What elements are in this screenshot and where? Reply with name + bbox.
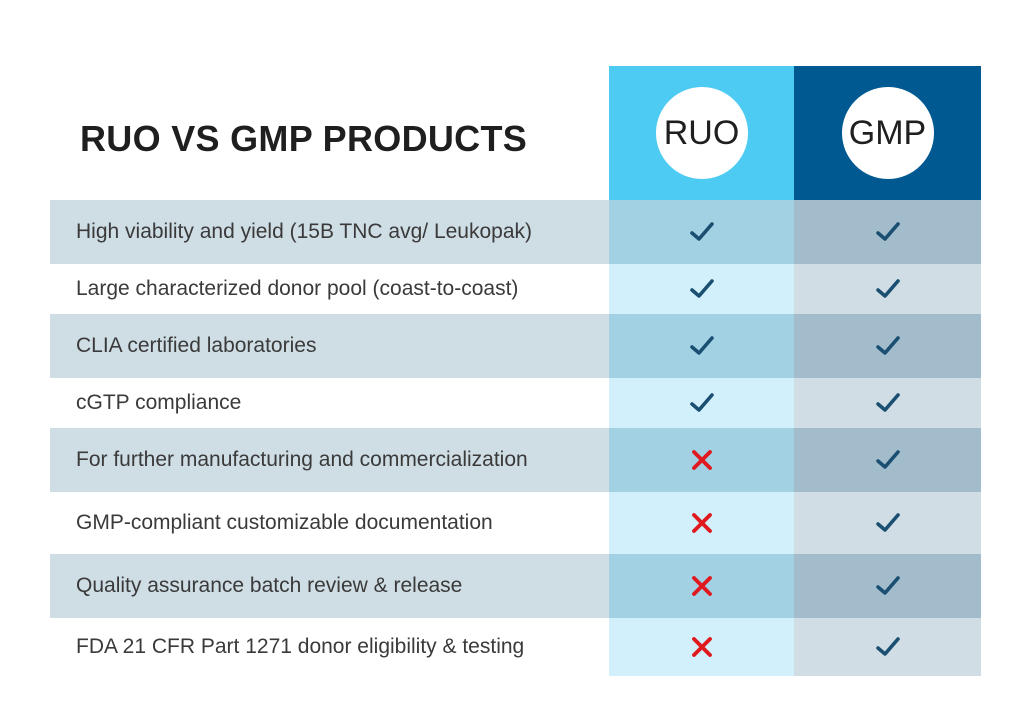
ruo-cell — [609, 492, 794, 554]
table-row: High viability and yield (15B TNC avg/ L… — [50, 200, 981, 264]
gmp-cell — [794, 618, 981, 676]
feature-cell: For further manufacturing and commercial… — [50, 428, 609, 492]
checkmark-icon — [689, 336, 714, 355]
cross-icon — [691, 450, 712, 470]
feature-label: CLIA certified laboratories — [76, 334, 317, 357]
ruo-column-header: RUO — [609, 66, 794, 200]
ruo-badge: RUO — [655, 87, 748, 179]
ruo-cell — [609, 314, 794, 378]
ruo-cell — [609, 618, 794, 676]
cross-icon — [691, 637, 712, 657]
ruo-cell — [609, 554, 794, 618]
gmp-cell — [794, 428, 981, 492]
table-row: CLIA certified laboratories — [50, 314, 981, 378]
checkmark-icon — [875, 336, 900, 355]
table-row: Quality assurance batch review & release — [50, 554, 981, 618]
gmp-column-header: GMP — [794, 66, 981, 200]
table-row: Large characterized donor pool (coast-to… — [50, 264, 981, 314]
ruo-cell — [609, 428, 794, 492]
cross-icon — [691, 513, 712, 533]
checkmark-icon — [689, 222, 714, 241]
checkmark-icon — [875, 393, 900, 412]
gmp-cell — [794, 200, 981, 264]
feature-cell: GMP-compliant customizable documentation — [50, 492, 609, 554]
feature-label: cGTP compliance — [76, 391, 242, 414]
gmp-cell — [794, 314, 981, 378]
feature-cell: High viability and yield (15B TNC avg/ L… — [50, 200, 609, 264]
ruo-cell — [609, 200, 794, 264]
feature-cell: Large characterized donor pool (coast-to… — [50, 264, 609, 314]
feature-cell: cGTP compliance — [50, 378, 609, 428]
feature-cell: Quality assurance batch review & release — [50, 554, 609, 618]
checkmark-icon — [875, 513, 900, 532]
gmp-cell — [794, 554, 981, 618]
feature-label: Quality assurance batch review & release — [76, 574, 463, 597]
cross-icon — [691, 576, 712, 596]
feature-label: For further manufacturing and commercial… — [76, 448, 528, 471]
gmp-cell — [794, 492, 981, 554]
feature-label: High viability and yield (15B TNC avg/ L… — [76, 220, 533, 243]
gmp-cell — [794, 378, 981, 428]
checkmark-icon — [875, 279, 900, 298]
feature-cell: FDA 21 CFR Part 1271 donor eligibility &… — [50, 618, 609, 676]
feature-cell: CLIA certified laboratories — [50, 314, 609, 378]
ruo-cell — [609, 264, 794, 314]
table-row: GMP-compliant customizable documentation — [50, 492, 981, 554]
checkmark-icon — [875, 576, 900, 595]
checkmark-icon — [875, 450, 900, 469]
feature-label: GMP-compliant customizable documentation — [76, 511, 493, 534]
checkmark-icon — [689, 279, 714, 298]
table-row: For further manufacturing and commercial… — [50, 428, 981, 492]
gmp-badge: GMP — [841, 87, 934, 179]
feature-label: FDA 21 CFR Part 1271 donor eligibility &… — [76, 635, 525, 658]
checkmark-icon — [875, 222, 900, 241]
checkmark-icon — [875, 637, 900, 656]
gmp-cell — [794, 264, 981, 314]
page-title: RUO VS GMP PRODUCTS — [80, 118, 528, 159]
checkmark-icon — [689, 393, 714, 412]
table-row: cGTP compliance — [50, 378, 981, 428]
table-row: FDA 21 CFR Part 1271 donor eligibility &… — [50, 618, 981, 676]
feature-label: Large characterized donor pool (coast-to… — [76, 277, 519, 300]
ruo-cell — [609, 378, 794, 428]
